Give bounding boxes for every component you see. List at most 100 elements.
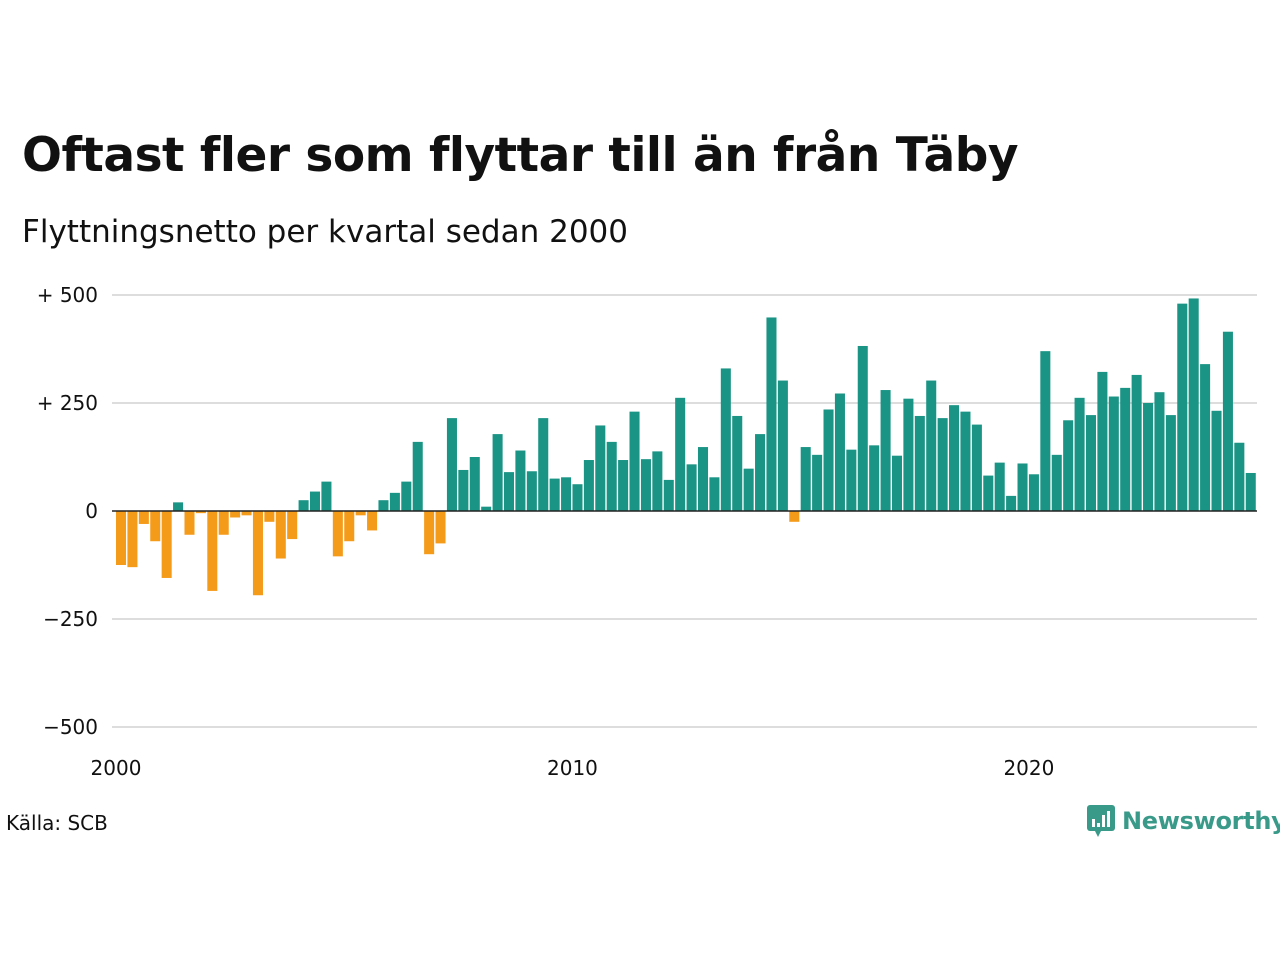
bar-2020-q3	[1051, 454, 1062, 511]
grid-lines	[112, 294, 1257, 728]
y-tick-label: −250	[43, 607, 98, 631]
bar-2021-q1	[1074, 397, 1085, 511]
newsworthy-logo-text: Newsworthy	[1122, 807, 1280, 835]
bar-2020-q1	[1028, 474, 1039, 511]
bar-2015-q3	[823, 409, 834, 511]
bar-2024-q3	[1234, 442, 1245, 511]
bar-2021-q4	[1108, 396, 1119, 511]
bar-2012-q4	[697, 447, 709, 511]
bars	[116, 298, 1256, 596]
bar-2014-q3	[777, 380, 788, 511]
newsworthy-logo-icon	[1087, 805, 1115, 837]
bar-2006-q3	[412, 441, 423, 511]
bar-2002-q3	[230, 511, 241, 518]
bar-2001-q2	[173, 502, 184, 511]
bar-2018-q1	[937, 418, 948, 511]
y-tick-label: + 500	[37, 283, 98, 307]
bar-2008-q3	[503, 472, 515, 511]
bar-2019-q3	[1006, 495, 1017, 511]
bar-2015-q2	[812, 454, 823, 511]
bar-2004-q3	[321, 481, 332, 511]
x-tick-label: 2020	[1003, 756, 1054, 780]
bar-2008-q4	[515, 450, 526, 511]
bar-2019-q2	[994, 462, 1005, 511]
bar-2023-q4	[1200, 364, 1211, 511]
bar-2016-q4	[880, 390, 891, 511]
bar-2022-q3	[1143, 403, 1154, 511]
bar-2022-q2	[1131, 374, 1142, 511]
bar-2010-q2	[583, 460, 594, 511]
bar-2002-q4	[241, 511, 252, 516]
bar-2001-q3	[184, 511, 195, 535]
bar-2013-q3	[732, 415, 743, 511]
bar-2019-q1	[983, 475, 994, 511]
bar-2014-q2	[766, 317, 777, 511]
bar-2003-q1	[252, 511, 263, 596]
bar-2018-q2	[949, 405, 960, 511]
bar-2024-q4	[1245, 472, 1256, 511]
bar-2017-q3	[914, 415, 925, 511]
y-tick-label: 0	[85, 499, 98, 523]
bar-2018-q3	[960, 411, 971, 511]
bar-2011-q4	[652, 451, 663, 511]
bar-2012-q3	[686, 464, 697, 511]
bar-2003-q3	[275, 511, 286, 559]
bar-2018-q4	[971, 424, 982, 511]
bar-2015-q1	[800, 447, 811, 511]
bar-2000-q2	[127, 511, 138, 568]
bar-2011-q2	[629, 411, 640, 511]
bar-2017-q2	[903, 398, 914, 511]
bar-2009-q1	[526, 471, 537, 511]
bar-2000-q1	[116, 511, 127, 565]
bar-2013-q4	[743, 468, 754, 511]
bar-2003-q4	[287, 511, 298, 540]
bar-2008-q1	[481, 506, 492, 511]
bar-2010-q3	[595, 425, 606, 511]
bar-2023-q1	[1165, 415, 1176, 511]
bar-2005-q1	[344, 511, 355, 542]
bar-2009-q4	[561, 477, 572, 511]
bar-chart: + 500 + 250 0 −250 −500 2000 2010 2020	[37, 283, 1257, 780]
bar-2015-q4	[834, 393, 845, 511]
bar-2020-q4	[1063, 420, 1074, 511]
bar-2004-q2	[309, 491, 321, 511]
bar-2006-q4	[424, 511, 435, 555]
bar-2003-q2	[264, 511, 275, 522]
bar-2024-q2	[1222, 331, 1233, 511]
bar-2023-q2	[1177, 303, 1188, 511]
bar-2021-q2	[1085, 415, 1097, 511]
bar-2016-q2	[857, 345, 868, 511]
bar-2012-q2	[675, 397, 686, 511]
bar-2001-q4	[195, 511, 206, 514]
bar-2002-q1	[207, 511, 218, 591]
bar-2004-q4	[332, 511, 343, 557]
bar-2006-q2	[401, 481, 412, 511]
bar-2014-q4	[789, 511, 800, 522]
bar-2000-q3	[138, 511, 149, 524]
bar-2012-q1	[663, 479, 674, 511]
bar-2005-q3	[367, 511, 378, 531]
bar-2023-q3	[1188, 298, 1199, 511]
bar-2021-q3	[1097, 371, 1108, 511]
bar-2016-q1	[846, 449, 857, 511]
bar-2008-q2	[492, 434, 503, 511]
bar-2009-q3	[549, 478, 560, 511]
bar-2001-q1	[161, 511, 172, 578]
bar-2005-q4	[378, 500, 389, 511]
bar-2011-q3	[640, 459, 651, 511]
bar-2005-q2	[355, 511, 366, 516]
source-note: Källa: SCB	[6, 811, 108, 835]
bar-2002-q2	[218, 511, 229, 535]
y-tick-label: + 250	[37, 391, 98, 415]
bar-2004-q1	[298, 500, 309, 511]
x-tick-label: 2000	[91, 756, 142, 780]
bar-2020-q2	[1040, 351, 1051, 511]
y-tick-label: −500	[43, 715, 98, 739]
bar-2007-q1	[435, 511, 446, 544]
newsworthy-logo: Newsworthy	[1086, 804, 1280, 838]
bar-2007-q2	[446, 418, 457, 511]
bar-2006-q1	[389, 492, 400, 511]
bar-2019-q4	[1017, 463, 1028, 511]
bar-2011-q1	[618, 460, 629, 511]
bar-2007-q3	[458, 469, 469, 511]
